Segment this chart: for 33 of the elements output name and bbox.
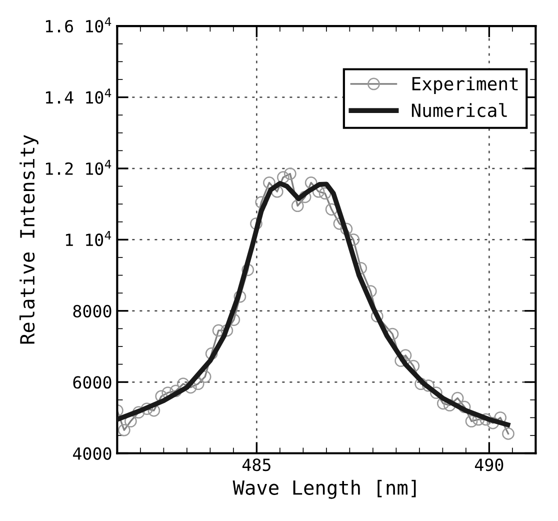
point <box>394 354 408 367</box>
point <box>325 203 338 216</box>
y-tick-label: 1.4 10$^{4}$ <box>46 88 112 104</box>
point <box>430 386 442 399</box>
y-tick-label: 1.6 10$^{4}$ <box>46 17 112 33</box>
point <box>422 379 434 392</box>
point <box>451 392 464 404</box>
point <box>486 416 500 430</box>
y-axis-title: Relative Intensity <box>20 135 38 344</box>
y-tick-label: 8000 <box>73 304 112 318</box>
y-tick-label: 6000 <box>73 376 112 389</box>
point <box>370 310 384 322</box>
point <box>318 187 332 200</box>
point <box>414 378 428 390</box>
point <box>465 415 478 428</box>
point <box>118 424 130 436</box>
y-tick-label: 1.2 10$^{4}$ <box>46 160 112 175</box>
x-tick-label: 485 <box>242 458 270 472</box>
point <box>502 428 514 440</box>
point <box>140 402 154 415</box>
legend-label: Experiment <box>412 76 518 94</box>
x-axis-title: Wave Length [nm] <box>232 480 416 499</box>
point <box>263 176 276 189</box>
legend-label: Numerical <box>412 103 507 118</box>
point <box>242 264 254 276</box>
y-tick-label: 1 10$^{4}$ <box>66 231 112 246</box>
point <box>220 324 234 337</box>
point <box>212 324 225 337</box>
point <box>284 168 296 180</box>
y-tick-label: 4000 <box>73 447 112 460</box>
point <box>277 171 290 184</box>
x-tick-label: 490 <box>474 458 504 472</box>
point <box>291 200 304 212</box>
